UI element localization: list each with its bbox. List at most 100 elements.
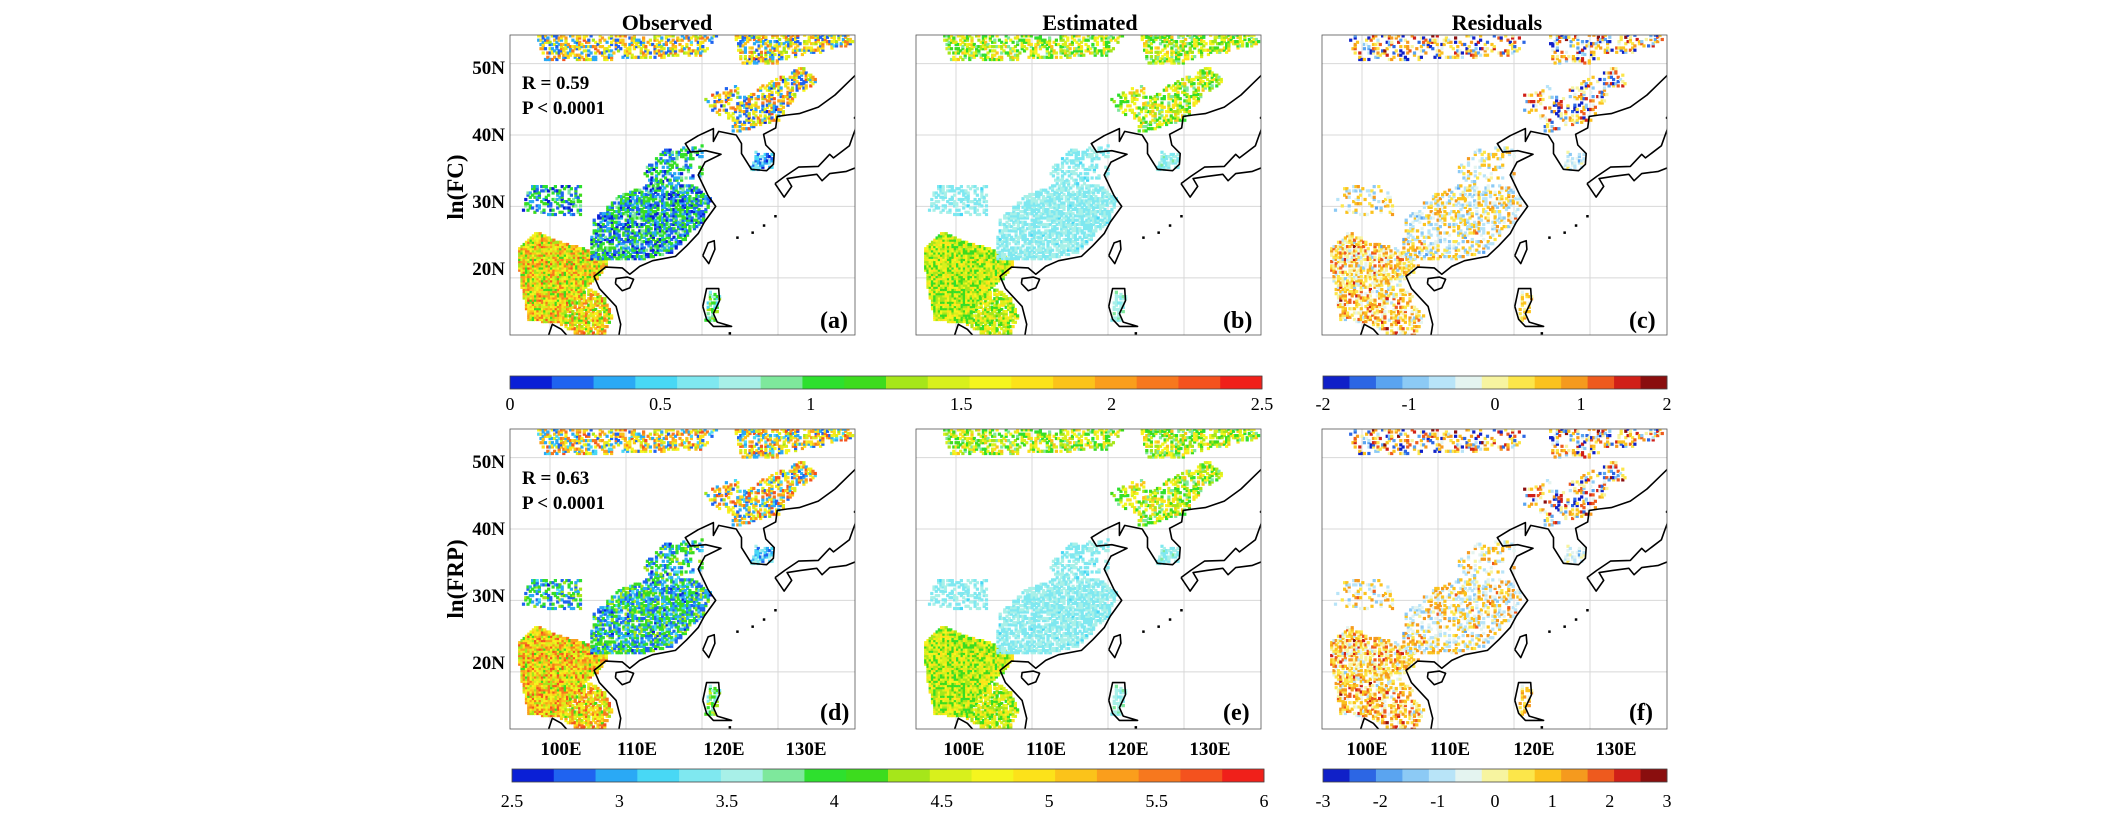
fire-pixel: [987, 277, 992, 281]
fire-pixel: [642, 229, 646, 233]
fire-pixel: [781, 97, 785, 101]
fire-pixel: [575, 45, 579, 49]
fire-pixel: [962, 287, 966, 292]
fire-pixel: [972, 327, 976, 331]
fire-pixel: [702, 212, 706, 216]
fire-pixel: [987, 264, 992, 268]
fire-pixel: [981, 327, 985, 331]
fire-pixel: [786, 103, 790, 107]
fire-pixel: [991, 312, 995, 316]
fire-pixel: [944, 260, 948, 264]
fire-pixel: [585, 327, 589, 331]
fire-pixel: [578, 53, 582, 57]
fire-pixel: [985, 277, 989, 281]
fire-pixel: [985, 279, 989, 283]
fire-pixel: [667, 49, 671, 53]
fire-pixel: [556, 268, 560, 272]
fire-pixel: [976, 264, 980, 268]
fire-pixel: [527, 247, 531, 251]
fire-pixel: [965, 296, 969, 300]
fire-pixel: [935, 307, 939, 311]
fire-pixel: [953, 313, 957, 317]
fire-pixel: [675, 163, 679, 167]
fire-pixel: [933, 311, 937, 315]
fire-pixel: [610, 205, 614, 209]
fire-pixel: [633, 220, 637, 224]
fire-pixel: [572, 257, 576, 262]
fire-pixel: [656, 237, 660, 242]
fire-pixel: [940, 287, 944, 292]
fire-pixel: [633, 255, 637, 259]
fire-pixel: [585, 310, 589, 314]
fire-pixel: [989, 336, 992, 339]
fire-pixel: [550, 294, 554, 298]
fire-pixel: [928, 268, 932, 272]
fire-pixel: [538, 275, 542, 279]
fire-pixel: [978, 294, 982, 298]
fire-pixel: [563, 290, 567, 294]
fire-pixel: [976, 292, 980, 296]
fire-pixel: [958, 251, 962, 255]
fire-pixel: [680, 155, 684, 159]
fire-pixel: [550, 270, 554, 274]
fire-pixel: [969, 298, 973, 302]
fire-pixel: [960, 264, 964, 268]
fire-pixel: [563, 268, 567, 272]
fire-pixel: [680, 176, 684, 180]
fire-pixel: [969, 281, 973, 285]
fire-pixel: [937, 238, 941, 242]
fire-pixel: [970, 318, 974, 322]
fire-pixel: [786, 92, 790, 97]
fire-pixel: [949, 300, 953, 304]
fire-pixel: [752, 110, 756, 114]
fire-pixel: [949, 272, 953, 277]
fire-pixel: [926, 268, 930, 272]
fire-pixel: [985, 260, 989, 264]
fire-pixel: [686, 197, 690, 201]
fire-pixel: [960, 240, 964, 244]
fire-pixel: [581, 275, 586, 279]
fire-pixel: [598, 318, 602, 322]
fire-pixel: [651, 231, 655, 235]
fire-pixel: [757, 35, 761, 39]
fire-pixel: [552, 266, 556, 270]
fire-pixel: [588, 262, 592, 266]
fire-pixel: [587, 322, 591, 327]
fire-pixel: [629, 190, 633, 194]
fire-pixel: [529, 298, 533, 302]
fire-pixel: [775, 44, 779, 48]
fire-pixel: [538, 296, 542, 300]
fire-pixel: [702, 214, 706, 218]
fire-pixel: [543, 311, 547, 315]
fire-pixel: [569, 320, 573, 324]
fire-pixel: [608, 240, 612, 244]
fire-pixel: [802, 88, 806, 92]
fire-pixel: [531, 268, 535, 272]
fire-pixel: [737, 35, 741, 39]
fire-pixel: [598, 325, 602, 329]
fire-pixel: [640, 257, 644, 261]
fire-pixel: [965, 242, 969, 247]
fire-pixel: [597, 255, 601, 259]
fire-pixel: [581, 257, 586, 262]
fire-pixel: [674, 242, 678, 246]
fire-pixel: [940, 311, 944, 315]
fire-pixel: [976, 257, 980, 262]
fire-pixel: [608, 220, 612, 224]
fire-pixel: [756, 105, 760, 109]
fire-pixel: [736, 87, 740, 91]
fire-pixel: [956, 277, 960, 281]
fire-pixel: [633, 188, 637, 192]
fire-pixel: [802, 80, 806, 84]
fire-pixel: [552, 307, 556, 311]
fire-pixel: [676, 192, 681, 197]
fire-pixel: [946, 251, 951, 255]
fire-pixel: [946, 305, 951, 309]
fire-pixel: [545, 283, 549, 287]
fire-pixel: [629, 235, 633, 239]
fire-pixel: [667, 214, 671, 218]
fire-pixel: [596, 322, 600, 327]
fire-pixel: [779, 92, 783, 97]
fire-pixel: [972, 247, 976, 251]
fire-pixel: [981, 255, 985, 259]
